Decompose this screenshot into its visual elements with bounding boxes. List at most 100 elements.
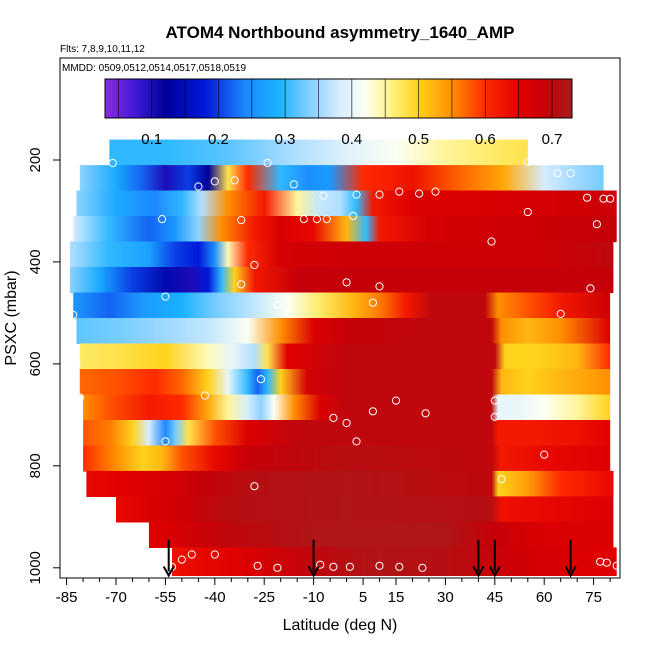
sample-point xyxy=(395,187,404,196)
x-tick-label: -25 xyxy=(253,589,275,606)
heatmap-layer xyxy=(83,394,611,421)
sample-point xyxy=(210,550,219,559)
heatmap-layer xyxy=(69,267,614,294)
arrow-marker xyxy=(162,539,175,578)
sample-point xyxy=(273,300,282,309)
heatmap-layer xyxy=(148,521,614,548)
heatmap-layer xyxy=(79,165,604,192)
heatmap-layer xyxy=(76,190,617,217)
x-tick-label: 75 xyxy=(585,589,602,606)
heatmap-layer xyxy=(109,139,528,166)
sample-point xyxy=(161,292,170,301)
sample-point xyxy=(75,393,84,402)
sample-point xyxy=(230,176,239,185)
sample-point xyxy=(540,450,549,459)
sample-point xyxy=(523,207,532,217)
sample-point xyxy=(342,418,351,428)
colorbar-tick-label: 0.6 xyxy=(475,131,496,148)
x-axis: -85 -70 -55 -40 -25 -10 5 15 30 45 60 75 xyxy=(56,577,611,606)
colorbar-tick-label: 0.4 xyxy=(341,131,362,148)
sample-point xyxy=(345,562,354,571)
sample-point xyxy=(487,237,496,246)
sample-point xyxy=(108,158,117,168)
sample-point xyxy=(316,560,325,569)
flights-label: Flts: 7,8,9,10,11,12 xyxy=(60,44,145,55)
x-tick-label: 15 xyxy=(388,589,405,606)
sample-point xyxy=(566,169,575,178)
sample-point xyxy=(342,278,351,287)
sample-point xyxy=(69,310,78,319)
colorbar-tick-label: 0.7 xyxy=(542,131,563,148)
sample-point xyxy=(368,298,377,307)
sample-point xyxy=(263,158,272,168)
colorbar-tick-label: 0.1 xyxy=(141,131,162,148)
colorbar-tick-label: 0.2 xyxy=(208,131,229,148)
colorbar-tick-label: 0.5 xyxy=(408,131,429,148)
sample-point xyxy=(237,216,246,225)
arrow-marker xyxy=(488,539,501,578)
x-tick-label: -10 xyxy=(303,589,325,606)
y-tick-label: 400 xyxy=(27,249,44,274)
heatmap-layer xyxy=(83,445,611,472)
sample-point xyxy=(75,469,84,479)
sample-point xyxy=(431,187,440,196)
sample-point xyxy=(490,412,499,421)
heatmap-layer xyxy=(73,292,611,319)
sample-point xyxy=(69,182,78,191)
sample-point xyxy=(253,561,262,570)
x-tick-label: -40 xyxy=(204,589,226,606)
colorbar-tick-label: 0.3 xyxy=(275,131,296,148)
sample-point xyxy=(312,215,321,224)
sample-point xyxy=(606,194,615,203)
sample-point xyxy=(72,360,81,369)
y-tick-label: 800 xyxy=(27,453,44,478)
heatmap-layer xyxy=(76,318,611,345)
sample-point xyxy=(391,396,401,405)
heatmap-layer xyxy=(73,216,617,243)
sample-point xyxy=(421,409,430,418)
sample-point xyxy=(210,177,219,186)
arrow-marker xyxy=(564,539,577,578)
sample-markers xyxy=(59,157,621,572)
sample-point xyxy=(273,563,282,572)
y-tick-label: 200 xyxy=(27,147,44,172)
x-tick-label: -55 xyxy=(155,589,177,606)
sample-point xyxy=(490,396,499,405)
sample-point xyxy=(237,280,246,289)
arrow-marker xyxy=(307,539,320,578)
sample-point xyxy=(59,164,68,173)
chart-title: ATOM4 Northbound asymmetry_1640_AMP xyxy=(166,23,515,42)
sample-point xyxy=(375,561,384,570)
sample-point xyxy=(497,475,506,484)
sample-point xyxy=(602,558,611,567)
x-tick-label: -85 xyxy=(56,589,78,606)
x-tick-label: 45 xyxy=(486,589,503,606)
sample-point xyxy=(299,215,308,224)
y-tick-label: 600 xyxy=(27,351,44,376)
colorbar-gradient xyxy=(104,78,573,119)
arrow-marker xyxy=(472,539,485,578)
heatmap-layer xyxy=(69,241,614,268)
x-axis-label: Latitude (deg N) xyxy=(283,617,398,634)
sample-point xyxy=(250,482,259,491)
sample-point xyxy=(329,413,338,422)
y-axis-label: PSXC (mbar) xyxy=(3,270,20,365)
x-tick-label: 30 xyxy=(437,589,454,606)
sample-point xyxy=(368,407,377,416)
sample-point xyxy=(395,562,404,571)
sample-point xyxy=(553,169,562,178)
heatmap-layer xyxy=(116,496,614,523)
sample-point xyxy=(583,193,592,202)
sample-point xyxy=(523,157,532,167)
sample-point xyxy=(256,375,265,384)
sample-point xyxy=(319,191,328,200)
colorbar: 0.1 0.2 0.3 0.4 0.5 0.6 0.7 xyxy=(104,78,573,148)
sample-point xyxy=(161,437,170,446)
heatmap-layer xyxy=(79,369,611,396)
sample-point xyxy=(250,260,259,270)
sample-point xyxy=(352,190,361,199)
arrow-markers xyxy=(162,539,577,578)
y-tick-label: 1000 xyxy=(27,551,44,584)
sample-point xyxy=(349,211,358,221)
x-tick-label: 60 xyxy=(536,589,553,606)
